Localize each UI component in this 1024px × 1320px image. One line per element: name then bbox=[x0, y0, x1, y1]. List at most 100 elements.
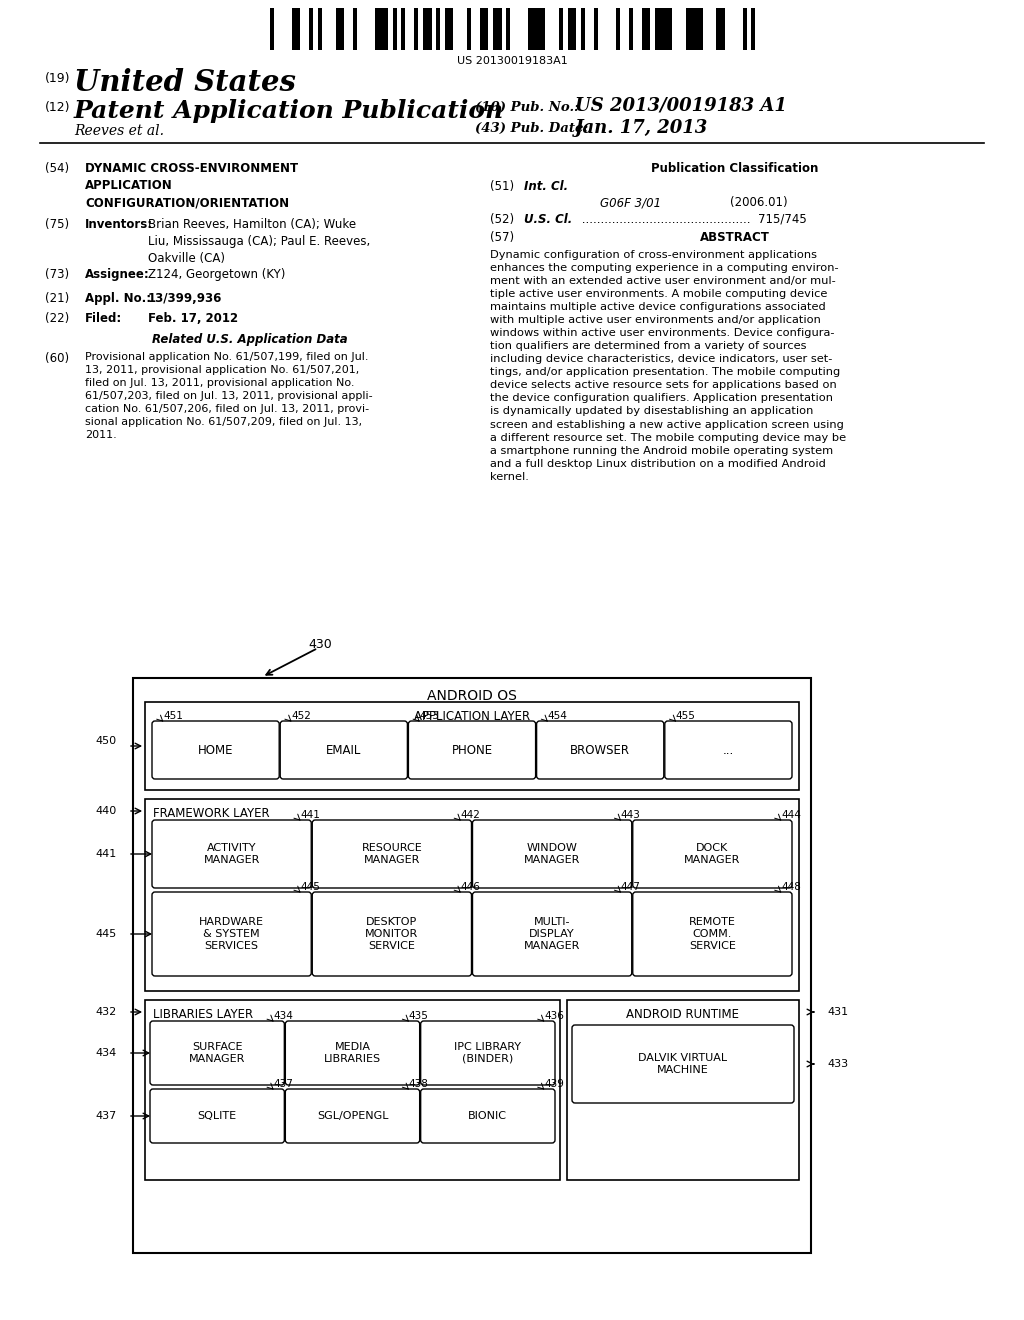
Text: (10) Pub. No.:: (10) Pub. No.: bbox=[475, 102, 579, 114]
Text: 437: 437 bbox=[273, 1078, 293, 1089]
Text: (12): (12) bbox=[45, 102, 71, 114]
Bar bbox=[415, 8, 419, 50]
Bar bbox=[506, 8, 510, 50]
Text: EMAIL: EMAIL bbox=[326, 743, 361, 756]
Text: ABSTRACT: ABSTRACT bbox=[700, 231, 770, 244]
Text: BIONIC: BIONIC bbox=[468, 1111, 507, 1121]
FancyBboxPatch shape bbox=[421, 1020, 555, 1085]
Bar bbox=[336, 8, 344, 50]
Bar bbox=[423, 8, 431, 50]
Bar bbox=[752, 8, 756, 50]
Text: 451: 451 bbox=[163, 711, 183, 721]
Text: PHONE: PHONE bbox=[452, 743, 493, 756]
Text: (2006.01): (2006.01) bbox=[730, 195, 787, 209]
Text: FRAMEWORK LAYER: FRAMEWORK LAYER bbox=[153, 807, 269, 820]
Bar bbox=[655, 8, 672, 50]
Text: 431: 431 bbox=[827, 1007, 848, 1016]
Bar bbox=[480, 8, 488, 50]
Text: HOME: HOME bbox=[198, 743, 233, 756]
Text: 444: 444 bbox=[781, 810, 801, 820]
Bar bbox=[467, 8, 471, 50]
Bar bbox=[528, 8, 546, 50]
Text: U.S. Cl.: U.S. Cl. bbox=[524, 213, 572, 226]
Bar bbox=[270, 8, 274, 50]
Text: DOCK
MANAGER: DOCK MANAGER bbox=[684, 843, 740, 865]
Text: Jan. 17, 2013: Jan. 17, 2013 bbox=[575, 119, 709, 137]
Bar bbox=[494, 8, 502, 50]
Text: 443: 443 bbox=[621, 810, 641, 820]
Text: 454: 454 bbox=[548, 711, 567, 721]
FancyBboxPatch shape bbox=[152, 892, 311, 975]
Text: LIBRARIES LAYER: LIBRARIES LAYER bbox=[153, 1008, 253, 1020]
FancyBboxPatch shape bbox=[472, 892, 632, 975]
FancyBboxPatch shape bbox=[152, 721, 280, 779]
Text: BROWSER: BROWSER bbox=[570, 743, 630, 756]
Text: ANDROID OS: ANDROID OS bbox=[427, 689, 517, 704]
Text: 441: 441 bbox=[96, 849, 117, 859]
Text: Appl. No.:: Appl. No.: bbox=[85, 292, 152, 305]
Text: 452: 452 bbox=[291, 711, 311, 721]
Text: 13/399,936: 13/399,936 bbox=[148, 292, 222, 305]
Bar bbox=[567, 1001, 799, 1180]
Text: 445: 445 bbox=[300, 882, 321, 892]
Text: 433: 433 bbox=[827, 1059, 848, 1069]
FancyBboxPatch shape bbox=[409, 721, 536, 779]
FancyBboxPatch shape bbox=[281, 721, 408, 779]
Bar bbox=[292, 8, 300, 50]
Text: (73): (73) bbox=[45, 268, 70, 281]
Bar bbox=[309, 8, 313, 50]
Bar bbox=[401, 8, 406, 50]
Text: (57): (57) bbox=[490, 231, 514, 244]
FancyBboxPatch shape bbox=[421, 1089, 555, 1143]
FancyBboxPatch shape bbox=[472, 820, 632, 888]
Bar bbox=[353, 8, 357, 50]
FancyBboxPatch shape bbox=[312, 892, 471, 975]
Text: (60): (60) bbox=[45, 352, 70, 366]
FancyBboxPatch shape bbox=[150, 1020, 285, 1085]
Text: (43) Pub. Date:: (43) Pub. Date: bbox=[475, 121, 588, 135]
FancyBboxPatch shape bbox=[537, 721, 664, 779]
FancyBboxPatch shape bbox=[633, 820, 792, 888]
Text: Publication Classification: Publication Classification bbox=[651, 162, 818, 176]
Text: (51): (51) bbox=[490, 180, 514, 193]
Text: APPLICATION LAYER: APPLICATION LAYER bbox=[414, 710, 530, 723]
Text: 450: 450 bbox=[96, 737, 117, 746]
Bar bbox=[567, 8, 575, 50]
Text: (19): (19) bbox=[45, 73, 71, 84]
Bar bbox=[145, 799, 799, 991]
Text: G06F 3/01: G06F 3/01 bbox=[600, 195, 662, 209]
FancyBboxPatch shape bbox=[286, 1020, 420, 1085]
Text: Int. Cl.: Int. Cl. bbox=[524, 180, 568, 193]
Text: Feb. 17, 2012: Feb. 17, 2012 bbox=[148, 312, 239, 325]
Text: SGL/OPENGL: SGL/OPENGL bbox=[316, 1111, 388, 1121]
Text: DESKTOP
MONITOR
SERVICE: DESKTOP MONITOR SERVICE bbox=[366, 917, 419, 950]
Bar bbox=[436, 8, 440, 50]
Text: 453: 453 bbox=[420, 711, 439, 721]
Bar bbox=[742, 8, 746, 50]
Text: MULTI-
DISPLAY
MANAGER: MULTI- DISPLAY MANAGER bbox=[524, 917, 581, 950]
Text: Inventors:: Inventors: bbox=[85, 218, 154, 231]
Text: SURFACE
MANAGER: SURFACE MANAGER bbox=[189, 1043, 246, 1064]
Text: DYNAMIC CROSS-ENVIRONMENT
APPLICATION
CONFIGURATION/ORIENTATION: DYNAMIC CROSS-ENVIRONMENT APPLICATION CO… bbox=[85, 162, 298, 209]
Text: 432: 432 bbox=[96, 1007, 117, 1016]
Bar bbox=[642, 8, 650, 50]
Bar bbox=[145, 1001, 560, 1180]
Bar bbox=[375, 8, 388, 50]
Text: Reeves et al.: Reeves et al. bbox=[74, 124, 164, 139]
Text: 446: 446 bbox=[461, 882, 480, 892]
Text: Brian Reeves, Hamilton (CA); Wuke
Liu, Mississauga (CA); Paul E. Reeves,
Oakvill: Brian Reeves, Hamilton (CA); Wuke Liu, M… bbox=[148, 218, 371, 265]
Text: 435: 435 bbox=[409, 1011, 428, 1020]
Text: (54): (54) bbox=[45, 162, 70, 176]
Bar bbox=[594, 8, 598, 50]
Text: 445: 445 bbox=[96, 929, 117, 939]
Text: RESOURCE
MANAGER: RESOURCE MANAGER bbox=[361, 843, 422, 865]
Text: Assignee:: Assignee: bbox=[85, 268, 150, 281]
Text: Related U.S. Application Data: Related U.S. Application Data bbox=[153, 333, 348, 346]
Text: (22): (22) bbox=[45, 312, 70, 325]
Bar bbox=[392, 8, 396, 50]
Text: WINDOW
MANAGER: WINDOW MANAGER bbox=[524, 843, 581, 865]
Bar bbox=[133, 678, 811, 1253]
Text: 448: 448 bbox=[781, 882, 801, 892]
Text: 440: 440 bbox=[96, 807, 117, 816]
Text: Patent Application Publication: Patent Application Publication bbox=[74, 99, 504, 123]
